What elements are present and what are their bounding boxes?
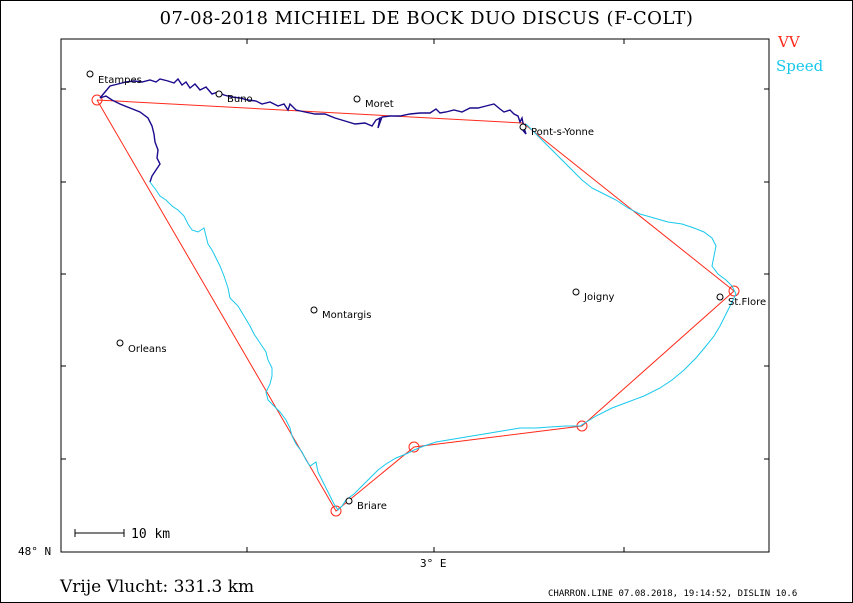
legend-speed: Speed — [776, 57, 824, 75]
distance-summary: Vrije Vlucht: 331.3 km — [60, 577, 255, 597]
town-label-joigny: Joigny — [583, 292, 615, 303]
town-label-pont-s-yonne: Pont-s-Yonne — [531, 127, 594, 138]
turnpoint-circles — [91, 94, 740, 517]
longitude-label: 3° E — [420, 557, 447, 570]
axis-ticks — [61, 39, 769, 552]
legend-vv: VV — [778, 33, 800, 51]
town-label-orleans: Orleans — [128, 344, 167, 355]
scale-bar — [74, 529, 125, 537]
town-label-moret: Moret — [365, 99, 394, 110]
town-label-montargis: Montargis — [322, 310, 371, 321]
map-plot-frame — [60, 38, 770, 553]
town-label-briare: Briare — [357, 501, 387, 512]
town-markers — [86, 70, 724, 505]
town-label-st-flore: St.Flore — [728, 297, 766, 308]
scale-label: 10 km — [131, 527, 171, 542]
flight-trace-vv — [99, 77, 527, 183]
flight-trace-speed — [149, 123, 737, 511]
town-labels: Etampes Buno Moret Pont-s-Yonne Joigny S… — [98, 75, 766, 512]
town-label-etampes: Etampes — [98, 75, 142, 86]
latitude-label: 48° N — [18, 545, 52, 558]
page-title: 07-08-2018 MICHIEL DE BOCK DUO DISCUS (F… — [159, 8, 694, 29]
footer-info: CHARRON.LINE 07.08.2018, 19:14:52, DISLI… — [548, 589, 798, 599]
town-label-buno: Buno — [227, 94, 253, 105]
